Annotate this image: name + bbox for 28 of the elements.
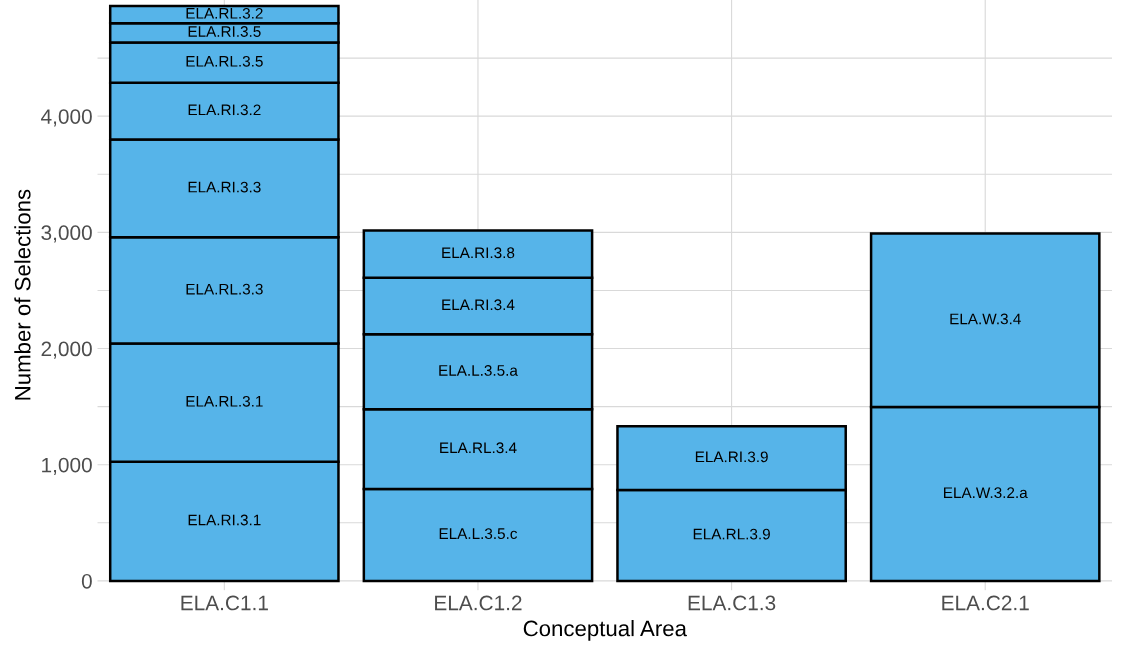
y-axis-title: Number of Selections bbox=[14, 189, 31, 400]
series-label: ELA.W.3.2.a bbox=[944, 487, 1028, 499]
y-tick-label: 0 bbox=[81, 573, 92, 589]
x-tick-label: ELA.C1.2 bbox=[435, 595, 522, 611]
series-label: ELA.RI.3.3 bbox=[188, 181, 261, 193]
series-label: ELA.RI.3.1 bbox=[188, 514, 261, 526]
x-tick-label: ELA.C2.1 bbox=[942, 595, 1029, 611]
series-label: ELA.RL.3.4 bbox=[440, 442, 517, 454]
series-label: ELA.L.3.5.c bbox=[439, 528, 518, 540]
x-tick-label: ELA.C1.1 bbox=[181, 595, 268, 611]
y-tick-label: 1,000 bbox=[42, 457, 92, 475]
x-tick-label: ELA.C1.3 bbox=[688, 595, 776, 611]
series-label: ELA.RI.3.2 bbox=[188, 104, 261, 116]
series-label: ELA.RL.3.2 bbox=[186, 7, 263, 19]
series-label: ELA.RI.3.4 bbox=[442, 299, 515, 311]
y-tick-label: 4,000 bbox=[41, 109, 92, 127]
y-tick-label: 3,000 bbox=[41, 225, 92, 243]
series-label: ELA.W.3.4 bbox=[950, 313, 1021, 325]
series-label: ELA.RI.3.9 bbox=[695, 451, 768, 463]
series-label: ELA.RI.3.8 bbox=[442, 247, 515, 259]
series-label: ELA.RL.3.9 bbox=[693, 528, 770, 540]
x-axis-title: Conceptual Area bbox=[523, 620, 687, 641]
series-label: ELA.RL.3.3 bbox=[186, 283, 263, 295]
series-label: ELA.L.3.5.a bbox=[439, 365, 518, 376]
y-tick-label: 2,000 bbox=[41, 341, 92, 359]
series-label: ELA.RL.3.5 bbox=[186, 55, 263, 67]
series-label: ELA.RI.3.5 bbox=[188, 26, 261, 37]
series-label: ELA.RL.3.1 bbox=[186, 395, 263, 407]
